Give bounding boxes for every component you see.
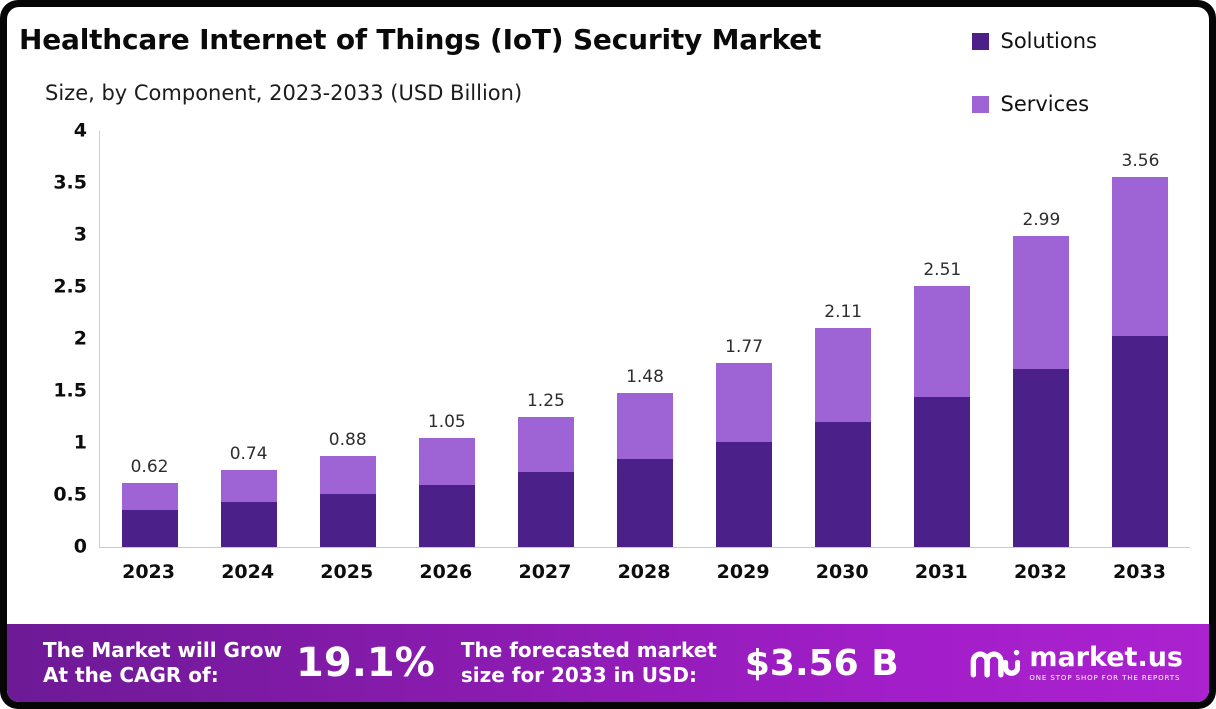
x-tick-label: 2025 <box>320 561 374 583</box>
legend-item-services: Services <box>971 92 1098 116</box>
x-tick-label: 2026 <box>419 561 473 583</box>
bar-total-label: 1.25 <box>526 391 565 412</box>
bar-segment-solutions <box>914 397 971 547</box>
cagr-label-line2: At the CAGR of: <box>43 663 219 687</box>
x-tick-label: 2024 <box>221 561 275 583</box>
legend: Solutions Services <box>971 29 1098 116</box>
y-tick-label: 3.5 <box>53 171 87 194</box>
bar-total-label: 3.56 <box>1121 150 1160 171</box>
bar-segment-services <box>716 362 773 442</box>
bars-row: 0.62 0.74 0.88 1.05 1.25 1.48 1.77 2.11 2.51 2.99… <box>100 131 1190 547</box>
legend-label: Services <box>1000 92 1090 116</box>
forecast-value: $3.56 B <box>744 642 899 684</box>
bar-segment-services <box>1112 176 1169 336</box>
bar-total-label: 0.62 <box>130 456 169 477</box>
bar-segment-services <box>617 393 674 459</box>
x-axis-labels: 2023 2024 2025 2026 2027 2028 2029 2030 2031 2032… <box>99 561 1189 583</box>
y-tick-label: 4 <box>73 119 87 142</box>
x-tick-label: 2028 <box>617 561 671 583</box>
forecast-label-line2: size for 2033 in USD: <box>460 663 697 687</box>
bar-segment-services <box>815 327 872 423</box>
bar-segment-solutions <box>121 509 178 547</box>
x-tick-label: 2033 <box>1113 561 1166 583</box>
bar-group: 1.25 <box>496 131 595 547</box>
bar-group: 1.48 <box>595 131 694 547</box>
bar-group: 0.74 <box>199 131 298 547</box>
bar-segment-solutions <box>517 472 574 547</box>
bar-segment-services <box>418 437 475 485</box>
brand-tagline: ONE STOP SHOP FOR THE REPORTS <box>1029 674 1181 682</box>
page-title: Healthcare Internet of Things (IoT) Secu… <box>19 23 822 56</box>
market-us-logo-icon <box>968 642 1021 684</box>
bar-segment-services <box>220 470 277 503</box>
bar-total-label: 2.11 <box>824 301 863 322</box>
services-swatch-icon <box>971 95 989 113</box>
brand-text: market.us ONE STOP SHOP FOR THE REPORTS <box>1029 644 1183 682</box>
chart-card: Healthcare Internet of Things (IoT) Secu… <box>7 7 1209 702</box>
bar-total-label: 2.51 <box>923 259 962 280</box>
bar-total-label: 0.74 <box>229 444 268 465</box>
bar-group: 2.11 <box>794 131 893 547</box>
bar-group: 0.62 <box>100 131 199 547</box>
legend-item-solutions: Solutions <box>971 29 1098 53</box>
brand-name: market.us <box>1029 642 1183 673</box>
legend-label: Solutions <box>1000 29 1098 53</box>
footer-banner: The Market will Grow At the CAGR of: 19.… <box>7 624 1209 702</box>
bar-segment-services <box>1013 236 1070 370</box>
x-tick-label: 2023 <box>122 561 175 583</box>
bar-segment-solutions <box>815 422 872 547</box>
cagr-label: The Market will Grow At the CAGR of: <box>43 638 282 689</box>
y-tick-label: 2 <box>73 327 87 350</box>
forecast-label: The forecasted market size for 2033 in U… <box>461 638 717 689</box>
bar-group: 1.05 <box>397 131 496 547</box>
x-tick-label: 2032 <box>1013 561 1067 583</box>
plot-area: 0.62 0.74 0.88 1.05 1.25 1.48 1.77 2.11 2.51 2.99… <box>99 131 1190 548</box>
cagr-value: 19.1% <box>296 640 435 686</box>
bar-total-label: 0.88 <box>328 429 367 450</box>
bar-segment-solutions <box>716 441 773 547</box>
bar-total-label: 1.77 <box>725 336 764 357</box>
y-tick-label: 1 <box>73 431 87 454</box>
bar-group: 2.99 <box>992 131 1091 547</box>
y-tick-label: 2.5 <box>53 275 87 298</box>
bar-segment-solutions <box>617 458 674 547</box>
bar-total-label: 2.99 <box>1022 210 1061 231</box>
bar-segment-solutions <box>418 484 475 547</box>
cagr-label-line1: The Market will Grow <box>43 637 283 662</box>
bar-segment-services <box>319 455 376 494</box>
bar-total-label: 1.05 <box>427 411 466 432</box>
solutions-swatch-icon <box>971 32 989 50</box>
x-tick-label: 2029 <box>716 561 770 583</box>
y-tick-label: 3 <box>73 223 87 246</box>
bar-group: 2.51 <box>893 131 992 547</box>
bar-group: 1.77 <box>695 131 794 547</box>
bar-segment-services <box>517 417 574 473</box>
bar-segment-solutions <box>220 502 277 547</box>
forecast-label-line1: The forecasted market <box>460 637 717 662</box>
bar-group: 0.88 <box>298 131 397 547</box>
y-tick-label: 0 <box>73 535 87 558</box>
bar-segment-solutions <box>319 493 376 547</box>
y-tick-label: 1.5 <box>53 379 87 402</box>
brand-block: market.us ONE STOP SHOP FOR THE REPORTS <box>968 642 1183 684</box>
bar-group: 3.56 <box>1091 131 1190 547</box>
bar-total-label: 1.48 <box>626 367 664 388</box>
x-tick-label: 2031 <box>914 561 968 583</box>
bar-segment-solutions <box>1013 369 1070 547</box>
bar-segment-services <box>914 285 971 398</box>
bar-segment-services <box>121 482 178 510</box>
x-tick-label: 2027 <box>518 561 572 583</box>
y-axis-labels: 0 0.5 1 1.5 2 2.5 3 3.5 4 <box>7 121 87 556</box>
x-tick-label: 2030 <box>815 561 869 583</box>
y-tick-label: 0.5 <box>53 483 87 506</box>
bar-segment-solutions <box>1112 335 1169 547</box>
page-subtitle: Size, by Component, 2023-2033 (USD Billi… <box>45 81 523 105</box>
